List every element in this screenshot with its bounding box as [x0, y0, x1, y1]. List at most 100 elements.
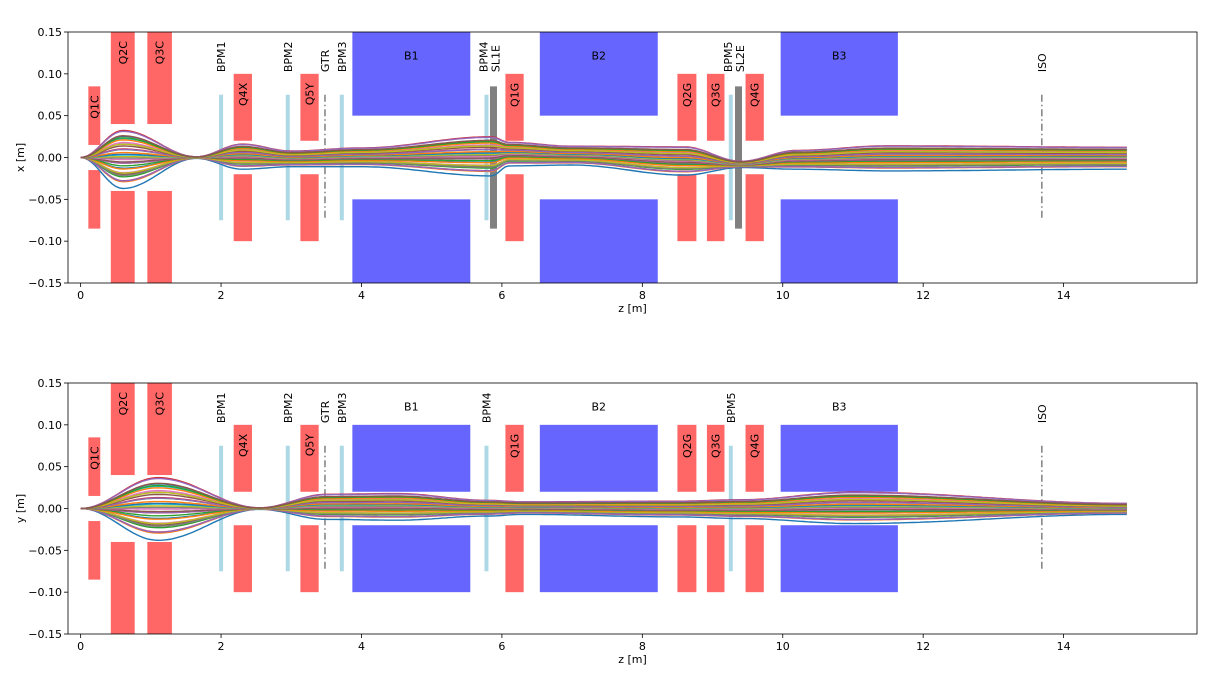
y-tick-label: 0.15 [38, 377, 63, 390]
bpm5-label: BPM5 [722, 41, 735, 72]
bpm4-label: BPM4 [480, 392, 493, 423]
plot-area [80, 383, 1127, 634]
q2g-label: Q2G [681, 83, 694, 107]
y-axis-label: x [m] [14, 143, 27, 172]
q3g-label: Q3G [710, 434, 723, 458]
ray-24 [80, 148, 1127, 164]
ray-35 [80, 482, 1127, 510]
q1g-upper [505, 73, 524, 141]
ticks: 0 2 4 6 8 10 12 14 −0.15 −0.10 −0.05 0.00 0.05 0.10 0.… [28, 26, 1070, 302]
b1-upper [352, 32, 471, 116]
q3c-lower [147, 541, 172, 634]
x-tick-label: 14 [1057, 289, 1071, 302]
ray-21 [80, 150, 1127, 165]
b2-label: B2 [592, 400, 607, 413]
b2-lower [539, 199, 658, 283]
x-tick-label: 4 [358, 289, 365, 302]
x-tick-label: 6 [498, 289, 505, 302]
q1g-label: Q1G [509, 434, 522, 458]
x-tick-label: 2 [218, 640, 225, 653]
b2-upper [539, 424, 658, 492]
q4x-lower [233, 174, 252, 242]
ray-34 [80, 130, 1127, 163]
q3g-upper [706, 73, 725, 141]
q4g-upper [745, 73, 764, 141]
ray-12 [80, 156, 1127, 167]
sl1e-label: SL1E [489, 45, 502, 72]
b3-lower [780, 525, 898, 593]
bpm1-label: BPM1 [215, 41, 228, 72]
b3-label: B3 [832, 49, 847, 62]
b2-upper [539, 32, 658, 116]
q4x-upper [233, 73, 252, 141]
b3-lower [780, 199, 898, 283]
ray-31 [80, 139, 1127, 164]
ticks: 0 2 4 6 8 10 12 14 −0.15 −0.10 −0.05 0.00 0.05 0.10 0.… [28, 377, 1070, 653]
bpm2-label: BPM2 [282, 41, 295, 72]
b2-lower [539, 525, 658, 593]
b1-lower [352, 525, 471, 593]
bpm1-label: BPM1 [215, 392, 228, 423]
ray-35 [80, 134, 1127, 163]
y-tick-label: −0.15 [28, 628, 62, 641]
q2c-label: Q2C [117, 41, 130, 65]
ray-8 [80, 156, 1127, 174]
x-tick-label: 0 [77, 289, 84, 302]
q4x-upper [233, 424, 252, 492]
b3-label: B3 [832, 400, 847, 413]
q2c-lower [110, 190, 135, 283]
q4g-label: Q4G [749, 434, 762, 458]
y-tick-label: −0.10 [28, 235, 62, 248]
b1-label: B1 [404, 400, 419, 413]
y-tick-label: −0.10 [28, 586, 62, 599]
rays [80, 476, 1127, 542]
ray-11 [80, 156, 1127, 170]
b1-lower [352, 199, 471, 283]
bpm4-label: BPM4 [477, 41, 490, 72]
q1g-label: Q1G [509, 83, 522, 107]
q3c-label: Q3C [154, 41, 167, 65]
y-tick-label: 0.05 [38, 110, 63, 123]
q4g-lower [745, 174, 764, 242]
y-tick-label: 0.00 [38, 152, 63, 165]
b1-upper [352, 424, 471, 492]
q3g-lower [706, 174, 725, 242]
q2c-upper [110, 32, 135, 125]
q2g-upper [677, 424, 697, 492]
q3g-label: Q3G [710, 83, 723, 107]
y-tick-label: −0.05 [28, 193, 62, 206]
q4g-label: Q4G [749, 83, 762, 107]
q3c-upper [147, 32, 172, 125]
x-tick-label: 6 [498, 640, 505, 653]
x-tick-label: 8 [639, 289, 646, 302]
q2g-lower [677, 525, 697, 593]
q1c-lower [88, 170, 101, 229]
gtr-label: GTR [319, 49, 332, 72]
q4x-label: Q4X [237, 82, 250, 106]
x-axis-label: z [m] [618, 653, 647, 666]
iso-label: ISO [1036, 404, 1049, 423]
q2c-label: Q2C [117, 392, 130, 416]
y-tick-label: 0.05 [38, 461, 63, 474]
q3g-upper [706, 424, 725, 492]
q1c-label: Q1C [88, 95, 101, 119]
q3c-upper [147, 383, 172, 476]
y-tick-label: 0.00 [38, 503, 63, 516]
x-tick-label: 10 [776, 640, 790, 653]
q1g-lower [505, 174, 524, 242]
x-axis-label: z [m] [618, 302, 647, 315]
q5y-lower [300, 174, 319, 242]
bpm3-label: BPM3 [336, 41, 349, 72]
bpm5-label: BPM5 [725, 392, 738, 423]
plot-area [80, 32, 1127, 283]
bpm3-label: BPM3 [336, 392, 349, 423]
ray-7 [80, 156, 1127, 177]
b3-upper [780, 32, 898, 116]
q1c-upper [88, 86, 101, 145]
q4x-lower [233, 525, 252, 593]
ray-4 [80, 156, 1127, 182]
